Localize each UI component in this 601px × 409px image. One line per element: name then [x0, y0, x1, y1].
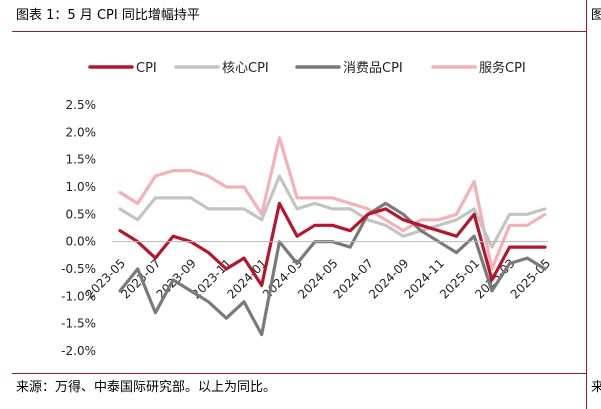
- y-tick-label: 1.5%: [66, 153, 97, 167]
- adjacent-figure-title-fragment: 图: [591, 8, 601, 23]
- y-tick-label: -1.0%: [61, 289, 96, 303]
- services-cpi-line: [118, 136, 547, 271]
- legend-label: CPI: [136, 61, 157, 76]
- figure-title: 图表 1：5 月 CPI 同比增幅持平: [16, 8, 200, 23]
- legend: CPI 核心CPI 消费品CPI 服务CPI: [88, 60, 526, 76]
- y-tick-label: 1.0%: [66, 180, 97, 194]
- y-axis: 2.5% 2.0% 1.5% 1.0% 0.5% 0.0% -0.5% -1.0% -1.5% -…: [61, 98, 96, 358]
- top-rule: [12, 31, 586, 32]
- legend-label: 核心CPI: [222, 61, 269, 76]
- series-layer: [112, 136, 548, 337]
- legend-item-core-cpi: 核心CPI: [174, 61, 269, 76]
- legend-item-consumer-goods-cpi: 消费品CPI: [295, 61, 403, 76]
- y-tick-label: -2.0%: [61, 344, 96, 358]
- bottom-rule: [12, 373, 586, 374]
- y-tick-label: 2.0%: [66, 125, 97, 139]
- y-tick-label: -0.5%: [61, 262, 96, 276]
- legend-label: 消费品CPI: [343, 61, 403, 76]
- y-tick-label: -1.5%: [61, 317, 96, 331]
- y-tick-label: 2.5%: [66, 98, 97, 112]
- y-tick-label: 0.5%: [66, 207, 97, 221]
- legend-item-services-cpi: 服务CPI: [431, 60, 526, 76]
- core-cpi-line: [118, 174, 547, 249]
- legend-label: 服务CPI: [479, 60, 526, 76]
- y-tick-label: 0.0%: [66, 235, 97, 249]
- adjacent-source-fragment: 来: [591, 380, 601, 395]
- right-divider: [586, 0, 587, 409]
- source-note: 来源：万得、中泰国际研究部。以上为同比。: [16, 380, 277, 395]
- legend-item-cpi: CPI: [88, 61, 157, 76]
